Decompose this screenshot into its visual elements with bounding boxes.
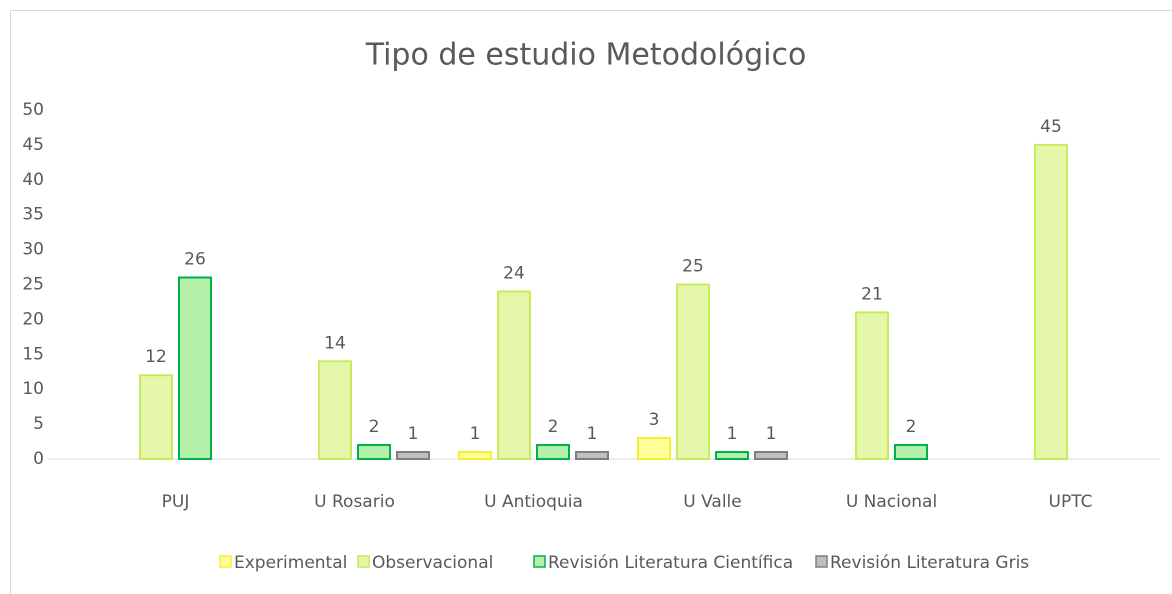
- bar: [497, 290, 531, 461]
- y-tick-label: 10: [22, 379, 44, 399]
- legend-swatch: [533, 555, 546, 568]
- data-label: 12: [145, 347, 167, 367]
- y-tick-label: 30: [22, 240, 44, 260]
- x-tick-label: UPTC: [1049, 492, 1093, 512]
- data-label: 21: [861, 284, 883, 304]
- legend-label: Revisión Literatura Científica: [548, 553, 793, 573]
- y-tick-label: 45: [22, 135, 44, 155]
- data-label: 14: [324, 333, 346, 353]
- bar: [318, 360, 352, 460]
- data-label: 1: [766, 424, 777, 444]
- bar: [458, 451, 492, 460]
- data-label: 2: [548, 417, 559, 437]
- data-label: 1: [587, 424, 598, 444]
- legend-label: Revisión Literatura Gris: [830, 553, 1029, 573]
- bar: [178, 276, 212, 460]
- y-tick-label: 25: [22, 275, 44, 295]
- legend-label: Observacional: [372, 553, 493, 573]
- bar: [1034, 143, 1068, 460]
- bar: [637, 437, 671, 460]
- data-label: 25: [682, 257, 704, 277]
- data-label: 26: [184, 250, 206, 270]
- y-tick-label: 20: [22, 309, 44, 329]
- data-label: 3: [649, 410, 660, 430]
- data-label: 1: [727, 424, 738, 444]
- data-label: 2: [369, 417, 380, 437]
- legend-swatch: [357, 555, 370, 568]
- x-tick-label: U Antioquia: [484, 492, 583, 512]
- y-tick-label: 40: [22, 170, 44, 190]
- data-label: 1: [408, 424, 419, 444]
- chart-frame: [10, 10, 1172, 594]
- data-label: 45: [1040, 117, 1062, 137]
- x-tick-label: PUJ: [162, 492, 190, 512]
- legend-label: Experimental: [234, 553, 347, 573]
- legend-swatch: [815, 555, 828, 568]
- y-tick-label: 50: [22, 100, 44, 120]
- x-tick-label: U Nacional: [846, 492, 937, 512]
- bar: [575, 451, 609, 460]
- bar: [894, 444, 928, 461]
- y-tick-label: 0: [33, 449, 44, 469]
- bar: [396, 451, 430, 460]
- bar: [676, 283, 710, 460]
- bar: [357, 444, 391, 461]
- x-tick-label: U Valle: [683, 492, 741, 512]
- data-label: 2: [906, 417, 917, 437]
- bar: [715, 451, 749, 460]
- legend-swatch: [219, 555, 232, 568]
- data-label: 24: [503, 263, 525, 283]
- x-tick-label: U Rosario: [314, 492, 395, 512]
- bar: [536, 444, 570, 461]
- bar: [855, 311, 889, 461]
- chart-title: Tipo de estudio Metodológico: [365, 38, 807, 73]
- y-tick-label: 35: [22, 205, 44, 225]
- bar: [139, 374, 173, 460]
- bar: [754, 451, 788, 460]
- data-label: 1: [470, 424, 481, 444]
- y-tick-label: 5: [33, 414, 44, 434]
- y-tick-label: 15: [22, 344, 44, 364]
